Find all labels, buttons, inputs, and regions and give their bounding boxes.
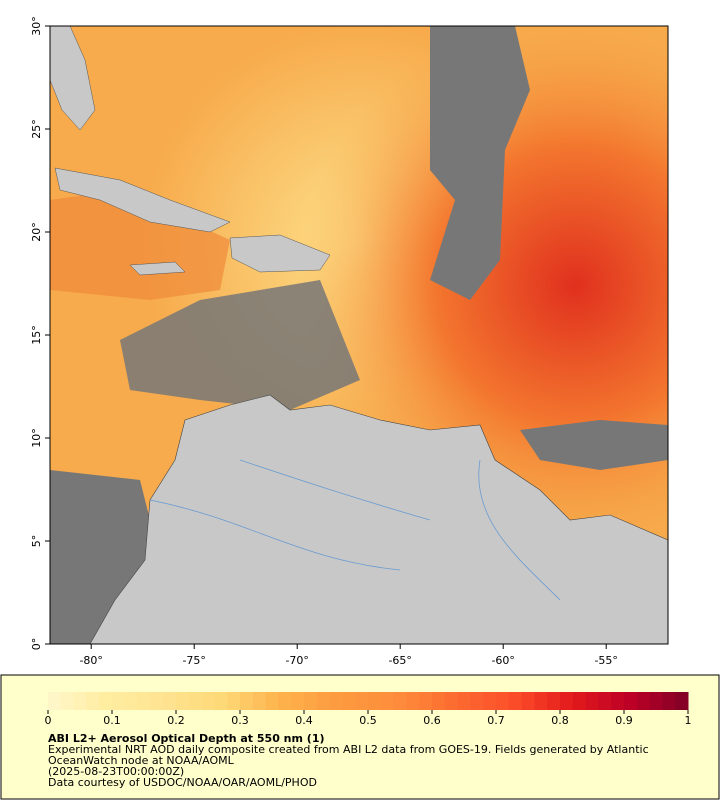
colorbar-swatch (547, 692, 561, 710)
no-data (120, 280, 360, 410)
x-tick-label: -55° (594, 654, 617, 667)
colorbar-swatch (457, 692, 471, 710)
y-tick-label: 0° (30, 638, 43, 651)
colorbar-swatch (252, 692, 267, 710)
y-tick-label: 20° (30, 222, 43, 242)
colorbar-swatch (99, 692, 113, 710)
caption-line: OceanWatch node at NOAA/AOML (48, 754, 235, 767)
colorbar-swatch (393, 692, 407, 710)
colorbar-swatch (112, 692, 126, 710)
river (149, 459, 561, 601)
colorbar-swatch (649, 692, 663, 710)
caption-line: (2025-08-23T00:00:00Z) (48, 765, 184, 778)
x-tick-label: -60° (491, 654, 514, 667)
colorbar-swatch (60, 692, 75, 710)
colorbar-swatch (137, 692, 151, 710)
colorbar-swatch (419, 692, 433, 710)
colorbar-tick-label: 0 (45, 714, 52, 727)
colorbar-swatch (278, 692, 292, 710)
colorbar-swatch (380, 692, 395, 710)
colorbar-swatch (73, 692, 87, 710)
colorbar-swatch (624, 692, 638, 710)
y-tick-label: 25° (30, 119, 43, 139)
colorbar-swatch (291, 692, 305, 710)
colorbar-swatch (496, 692, 510, 710)
colorbar-swatch (406, 692, 420, 710)
colorbar-swatch (86, 692, 100, 710)
land (229, 234, 331, 273)
colorbar-swatch (483, 692, 497, 710)
colorbar-swatch (508, 692, 523, 710)
caption-line: Experimental NRT AOD daily composite cre… (48, 743, 649, 756)
colorbar-tick-label: 1 (685, 714, 692, 727)
colorbar-swatch (240, 692, 254, 710)
colorbar-tick-label: 0.2 (167, 714, 185, 727)
x-tick-label: -70° (285, 654, 308, 667)
colorbar-tick-label: 0.6 (423, 714, 441, 727)
colorbar-swatch (124, 692, 139, 710)
caption-line: Data courtesy of USDOC/NOAA/OAR/AOML/PHO… (48, 776, 317, 789)
colorbar-swatch (662, 692, 676, 710)
colorbar-swatch (572, 692, 587, 710)
colorbar-swatch (611, 692, 625, 710)
aod-plume (50, 190, 230, 300)
y-tick-label: 10° (30, 428, 43, 448)
colorbar-tick-label: 0.1 (103, 714, 121, 727)
colorbar-swatch (201, 692, 215, 710)
colorbar-swatch (304, 692, 318, 710)
colorbar-swatch (163, 692, 177, 710)
land (49, 25, 96, 131)
y-tick-label: 30° (30, 16, 43, 36)
caption-title: ABI L2+ Aerosol Optical Depth at 550 nm … (48, 732, 325, 745)
colorbar-swatch (150, 692, 164, 710)
colorbar-swatch (585, 692, 599, 710)
colorbar-tick-label: 0.5 (359, 714, 377, 727)
colorbar-swatch (227, 692, 241, 710)
colorbar-swatch (534, 692, 548, 710)
no-data (520, 420, 668, 470)
x-tick-label: -80° (79, 654, 102, 667)
y-tick-label: 5° (30, 535, 43, 548)
colorbar-swatch (316, 692, 331, 710)
colorbar-tick-label: 0.8 (551, 714, 569, 727)
colorbar-tick-label: 0.4 (295, 714, 313, 727)
y-tick-label: 15° (30, 325, 43, 345)
colorbar-swatch (432, 692, 446, 710)
no-data (430, 26, 530, 300)
colorbar-swatch (342, 692, 356, 710)
land (129, 261, 186, 276)
colorbar-swatch (368, 692, 382, 710)
land (54, 167, 231, 233)
colorbar-swatch (636, 692, 651, 710)
colorbar-swatch (188, 692, 203, 710)
colorbar-swatch (598, 692, 612, 710)
colorbar-swatch (265, 692, 279, 710)
colorbar-swatch (214, 692, 228, 710)
colorbar-swatch (48, 692, 62, 710)
colorbar-swatch (470, 692, 484, 710)
colorbar-swatch (329, 692, 343, 710)
colorbar-swatch (176, 692, 190, 710)
colorbar-swatch (560, 692, 574, 710)
colorbar-tick-label: 0.7 (487, 714, 505, 727)
colorbar-swatch (444, 692, 459, 710)
colorbar-swatch (521, 692, 535, 710)
colorbar-swatch (355, 692, 369, 710)
x-tick-label: -65° (388, 654, 411, 667)
colorbar-tick-label: 0.9 (615, 714, 633, 727)
colorbar-tick-label: 0.3 (231, 714, 249, 727)
x-tick-label: -75° (182, 654, 205, 667)
map (49, 25, 669, 645)
colorbar-swatch (675, 692, 689, 710)
land (89, 394, 669, 645)
